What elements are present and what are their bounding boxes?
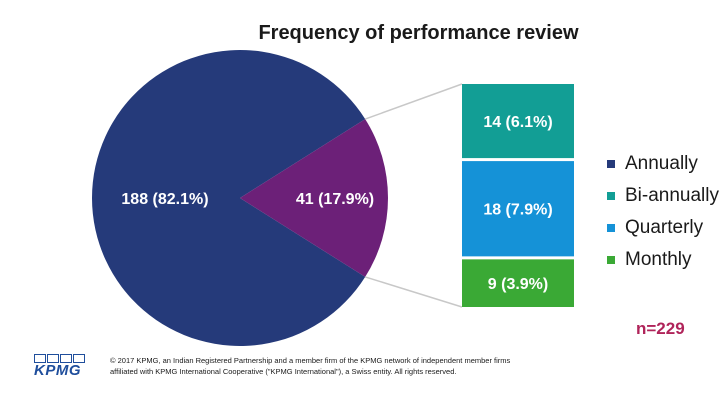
bar-label-monthly: 9 (3.9%)	[488, 276, 548, 293]
kpmg-logo-boxes	[34, 354, 85, 363]
bar-label-quarterly: 18 (7.9%)	[483, 202, 552, 219]
kpmg-logo: KPMG	[34, 354, 85, 379]
legend-label-monthly: Monthly	[625, 249, 692, 270]
legend-label-bi-annually: Bi-annually	[625, 185, 719, 206]
copyright-notice: © 2017 KPMG, an Indian Registered Partne…	[110, 356, 511, 376]
legend-swatch-annually	[607, 160, 615, 168]
legend-item-monthly: Monthly	[607, 244, 719, 276]
chart-legend: Annually Bi-annually Quarterly Monthly	[607, 148, 719, 276]
legend-label-quarterly: Quarterly	[625, 217, 704, 238]
legend-item-bi-annually: Bi-annually	[607, 180, 719, 212]
pie-label-others: 41 (17.9%)	[296, 191, 374, 208]
chart-title: Frequency of performance review	[258, 22, 579, 44]
pie-label-annually: 188 (82.1%)	[121, 191, 208, 208]
connector-line-top	[364, 83, 463, 120]
legend-swatch-bi-annually	[607, 192, 615, 200]
bar-segment-quarterly	[462, 161, 574, 257]
sample-size-label: n=229	[636, 319, 685, 338]
bar-segment-bi-annually	[462, 84, 574, 159]
bar-segment-monthly	[462, 259, 574, 307]
pie-slice-annually	[91, 50, 366, 347]
legend-item-quarterly: Quarterly	[607, 212, 719, 244]
legend-swatch-quarterly	[607, 224, 615, 232]
pie-slice-others	[240, 119, 388, 277]
connector-line-bottom	[364, 276, 463, 308]
legend-swatch-monthly	[607, 256, 615, 264]
legend-item-annually: Annually	[607, 148, 719, 180]
bar-label-bi-annually: 14 (6.1%)	[483, 114, 552, 131]
legend-label-annually: Annually	[625, 153, 698, 174]
kpmg-logo-text: KPMG	[34, 362, 81, 379]
